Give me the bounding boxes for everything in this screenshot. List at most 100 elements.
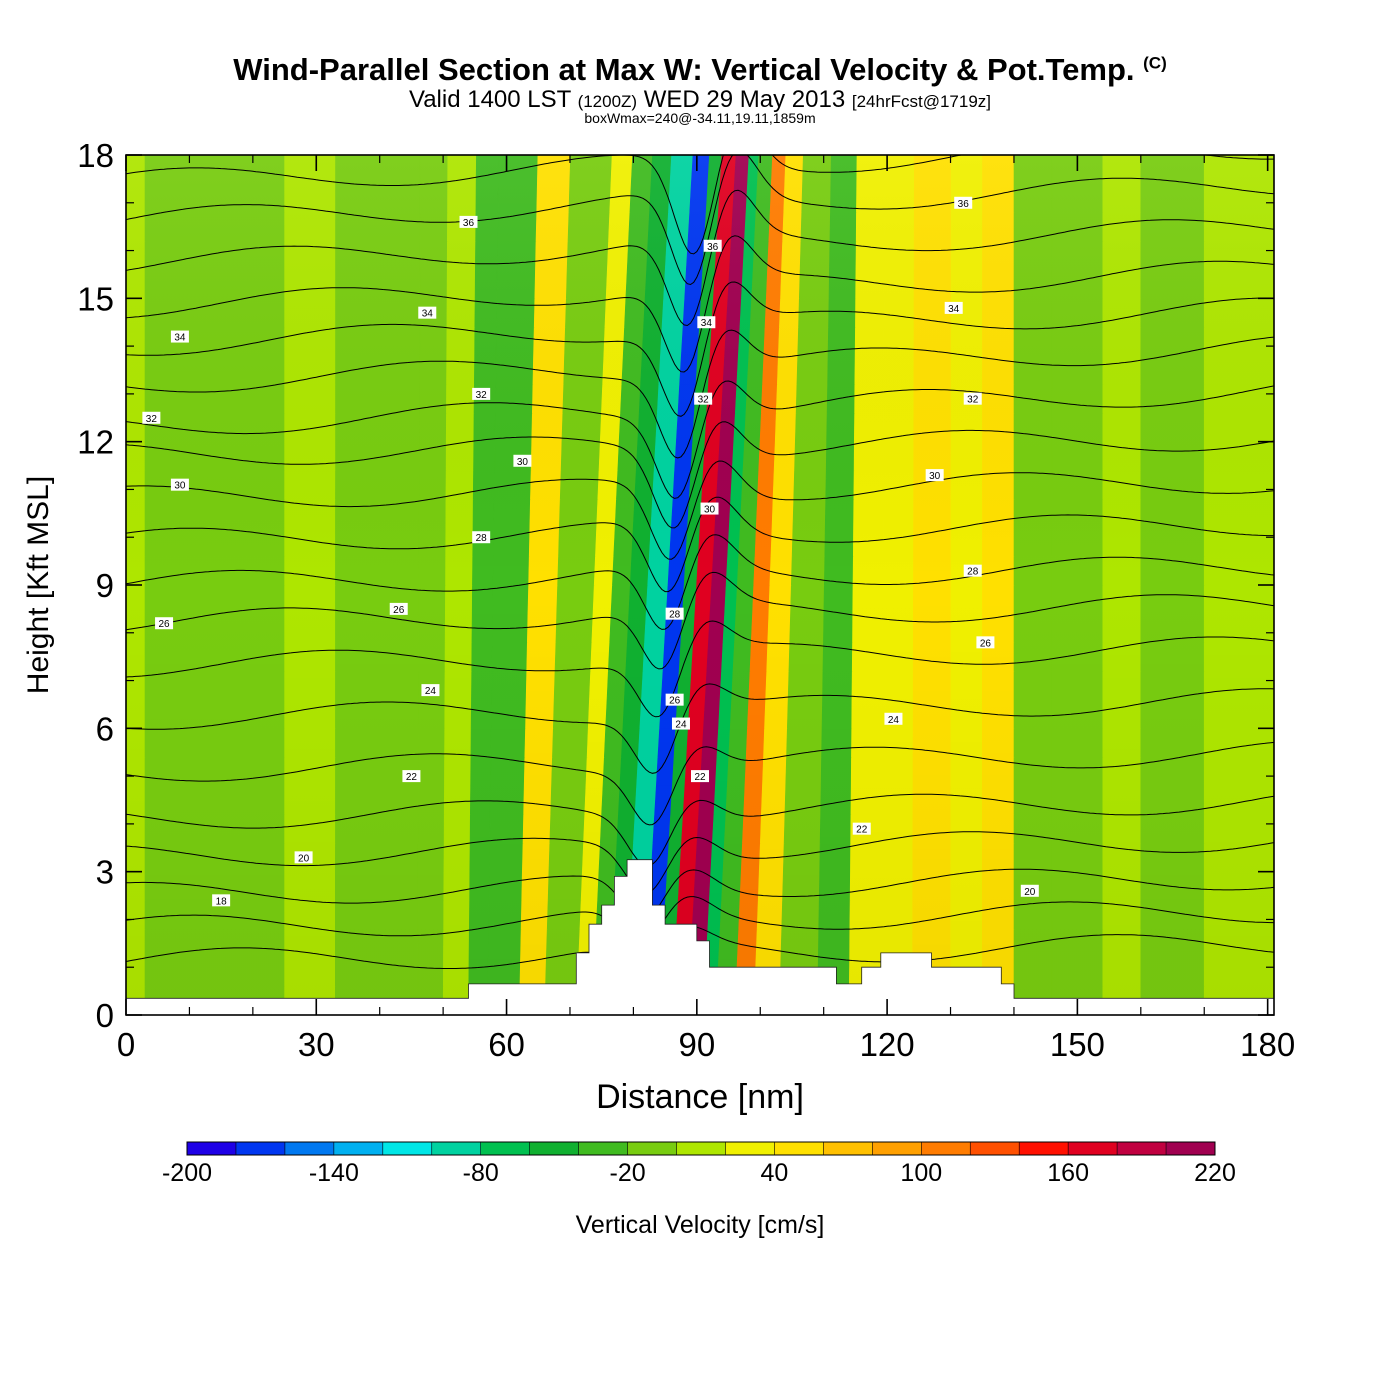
isentrope-label-text: 20 — [1024, 887, 1036, 898]
copyright-mark: (C) — [1143, 53, 1167, 73]
isentrope-label-text: 34 — [422, 309, 434, 320]
colorbar-tick-label: -200 — [162, 1159, 212, 1187]
isentrope-label-text: 34 — [174, 333, 186, 344]
chart-subtitle: boxWmax=240@-34.11,19.11,1859m — [584, 110, 816, 126]
y-tick-label: 3 — [96, 854, 114, 891]
isentrope-label-text: 30 — [517, 457, 529, 468]
x-axis-label: Distance [nm] — [596, 1078, 804, 1116]
isentrope-label-text: 20 — [298, 853, 310, 864]
isentrope-labels: 18 20 22 24 26 26 28 30 30 32 32 34 34 36 36 34 32 30 28 26… — [142, 196, 1039, 907]
isentrope-label-text: 24 — [888, 715, 900, 726]
isentrope-line — [126, 831, 1274, 894]
isentrope-line — [126, 868, 1274, 921]
isentrope-label: 32 — [472, 387, 491, 401]
colorbar-swatch — [1068, 1142, 1118, 1155]
isentrope-label: 28 — [665, 607, 684, 621]
colorbar-swatch — [1117, 1142, 1167, 1155]
isentrope-label: 32 — [694, 392, 713, 406]
colorbar-swatch — [431, 1142, 482, 1155]
y-axis-label: Height [Kft MSL] — [22, 476, 55, 694]
colorbar-tick-label: 160 — [1047, 1159, 1089, 1187]
colorbar-swatch — [725, 1142, 775, 1155]
isentrope-label-text: 28 — [476, 533, 488, 544]
isentrope-label: 24 — [884, 712, 903, 726]
colorbar-swatch — [676, 1142, 726, 1155]
velocity-field — [126, 155, 1274, 1015]
isentrope-label-text: 32 — [967, 395, 979, 406]
y-tick-label: 6 — [96, 710, 114, 747]
terrain-mask — [126, 859, 1274, 1015]
colorbar: -200 -140 -80 -20 40 100 160 220 — [162, 1141, 1236, 1187]
isentrope-label-text: 36 — [707, 242, 719, 253]
valid-time-line: Valid 1400 LST (1200Z) WED 29 May 2013 [… — [408, 86, 992, 113]
isentrope-label: 30 — [700, 502, 719, 516]
colorbar-swatch — [333, 1142, 384, 1155]
isentrope-line — [126, 926, 1274, 979]
isentrope-label: 34 — [944, 301, 963, 315]
colorbar-tick-label: 40 — [761, 1159, 789, 1187]
isentrope-label-text: 28 — [967, 567, 979, 578]
colorbar-swatch — [823, 1142, 873, 1155]
isentrope-label-text: 36 — [463, 218, 475, 229]
isentrope-label-text: 30 — [929, 471, 941, 482]
isentrope-line — [126, 496, 1274, 593]
isentrope-line — [126, 421, 1274, 529]
isentrope-label: 36 — [954, 196, 973, 210]
isentrope-label: 24 — [421, 684, 440, 697]
isentrope-line — [126, 281, 1274, 417]
isentrope-label: 28 — [963, 564, 982, 578]
terrain-outline — [126, 859, 1274, 999]
colorbar-swatch — [578, 1142, 629, 1155]
isentrope-label-text: 26 — [980, 638, 992, 649]
isentrope-label: 26 — [665, 693, 684, 707]
isentrope-label: 22 — [402, 770, 421, 783]
isentrope-label-text: 34 — [701, 318, 713, 329]
isentrope-label-text: 36 — [958, 199, 970, 210]
isentrope-line — [126, 155, 1274, 255]
isentrope-line — [126, 189, 1274, 327]
colorbar-swatch — [627, 1142, 678, 1155]
isentrope-label-text: 26 — [669, 696, 681, 707]
isentrope-label-text: 24 — [425, 686, 437, 697]
colorbar-swatch — [774, 1142, 824, 1155]
isentrope-line — [126, 155, 1274, 286]
isentrope-line — [126, 235, 1274, 373]
colorbar-swatch — [921, 1142, 971, 1155]
isentrope-label: 34 — [170, 330, 189, 344]
isentrope-line — [126, 683, 1274, 774]
isentrope-label-text: 34 — [948, 304, 960, 315]
isentrope-label-text: 32 — [476, 390, 488, 401]
isentrope-label: 26 — [976, 636, 995, 649]
isentrope-line — [126, 896, 1274, 947]
colorbar-tick-label: 100 — [900, 1159, 942, 1187]
x-tick-label: 0 — [117, 1026, 135, 1063]
colorbar-tick-label: -20 — [610, 1159, 646, 1187]
isentrope-label: 32 — [142, 411, 161, 425]
isentrope-label: 32 — [963, 392, 982, 406]
isentrope-label: 30 — [513, 454, 532, 468]
isentrope-label-text: 24 — [675, 720, 687, 731]
isentrope-label-text: 30 — [174, 481, 186, 492]
colorbar-tick-label: -80 — [463, 1159, 499, 1187]
colorbar-swatch — [1019, 1142, 1069, 1155]
isentrope-label-text: 32 — [698, 395, 710, 406]
isentrope-label: 20 — [1020, 884, 1039, 898]
isentrope-label: 24 — [671, 717, 690, 731]
colorbar-swatch — [480, 1142, 531, 1155]
field-shading — [126, 155, 1274, 1015]
y-tick-label: 12 — [77, 424, 114, 461]
isentrope-line — [126, 620, 1274, 718]
isentrope-label-text: 30 — [704, 505, 716, 516]
isentrope-line — [126, 741, 1274, 826]
isentrope-label-text: 22 — [406, 772, 418, 783]
chart-title: Wind-Parallel Section at Max W: Vertical… — [233, 52, 1167, 87]
colorbar-swatch — [970, 1142, 1020, 1155]
isentrope-line — [126, 534, 1274, 630]
colorbar-tick-label: 220 — [1194, 1159, 1236, 1187]
isentrope-label-text: 26 — [158, 619, 170, 630]
colorbar-swatch — [284, 1142, 335, 1155]
isentrope-label: 34 — [697, 316, 716, 329]
colorbar-swatch — [382, 1142, 433, 1155]
